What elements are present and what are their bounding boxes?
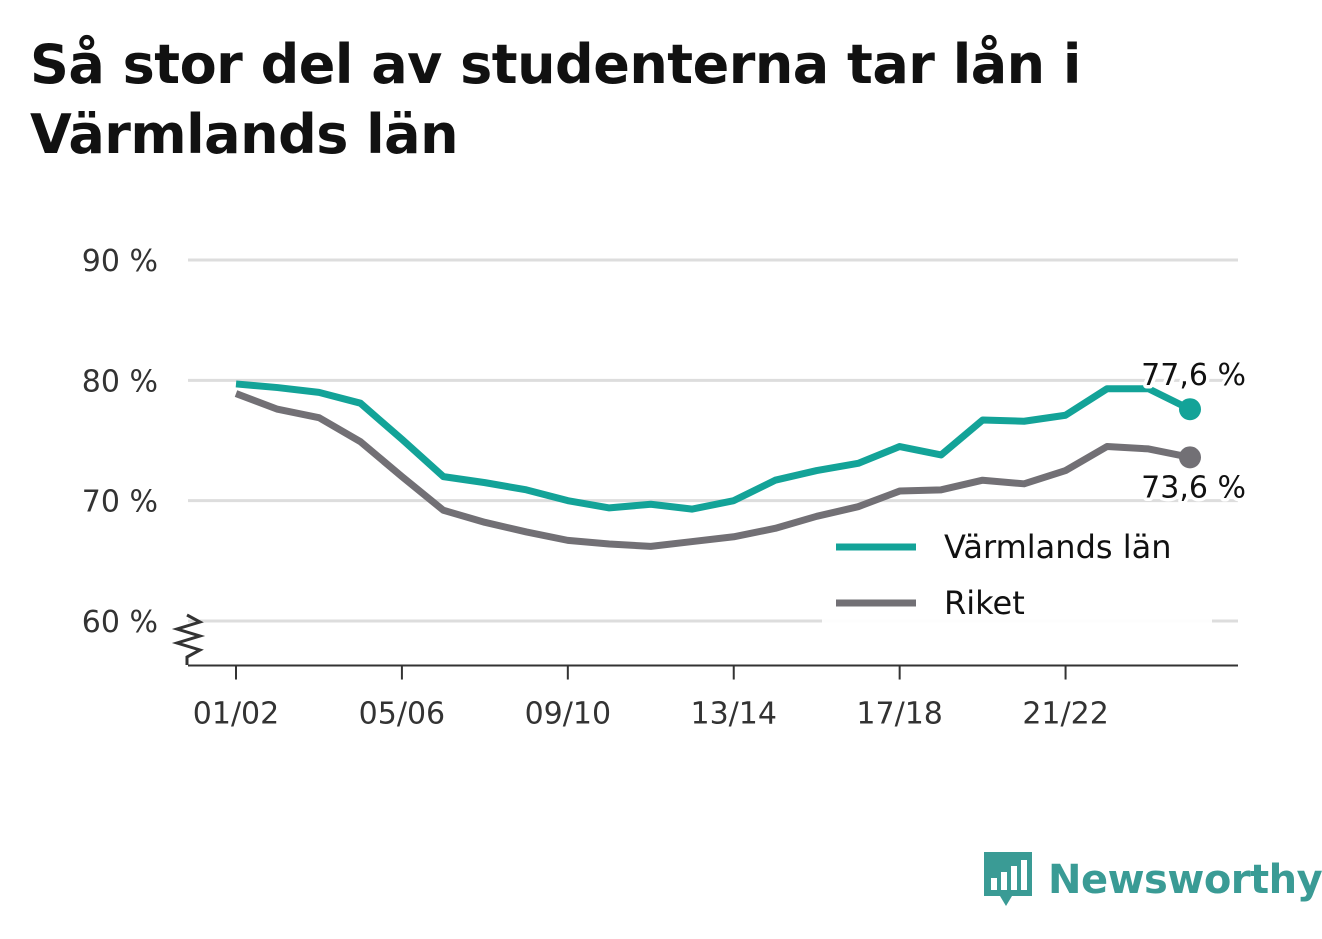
y-tick-label: 70 %: [82, 485, 158, 520]
end-point-marker: [1179, 446, 1201, 469]
x-tick-label: 21/22: [1022, 697, 1108, 732]
y-tick-label: 80 %: [82, 364, 158, 399]
x-tick-label: 01/02: [193, 697, 279, 732]
chart-title: Så stor del av studenterna tar lån i Vär…: [30, 33, 1081, 166]
series-lines: 77,6 % 73,6 %: [234, 355, 1250, 550]
y-tick-label: 60 %: [82, 605, 158, 640]
legend-background: [822, 520, 1212, 624]
end-value-label: 77,6 %: [1141, 358, 1246, 393]
x-axis: 01/02 05/06 09/10 13/14 17/18 21/22: [188, 664, 1238, 732]
y-axis-break-icon: [171, 613, 206, 665]
legend-label: Riket: [944, 584, 1025, 622]
newsworthy-logo: Newsworthy: [980, 848, 1322, 912]
brand-name: Newsworthy: [1048, 857, 1322, 903]
x-tick-label: 13/14: [691, 697, 777, 732]
series-line-riket: [234, 390, 1191, 550]
x-tick-label: 17/18: [856, 697, 942, 732]
x-tick-label: 05/06: [359, 697, 445, 732]
legend-label: Värmlands län: [944, 528, 1172, 566]
end-value-label: 73,6 %: [1141, 470, 1246, 505]
y-tick-label: 90 %: [82, 244, 158, 279]
legend: Värmlands län Riket: [822, 520, 1212, 624]
end-point-marker: [1179, 398, 1201, 421]
y-axis-tick-labels: 60 % 70 % 80 % 90 %: [82, 244, 158, 640]
newsworthy-logo-icon: [984, 852, 1032, 906]
series-line-varmlands-lan: [235, 380, 1192, 513]
x-tick-label: 09/10: [525, 697, 611, 732]
